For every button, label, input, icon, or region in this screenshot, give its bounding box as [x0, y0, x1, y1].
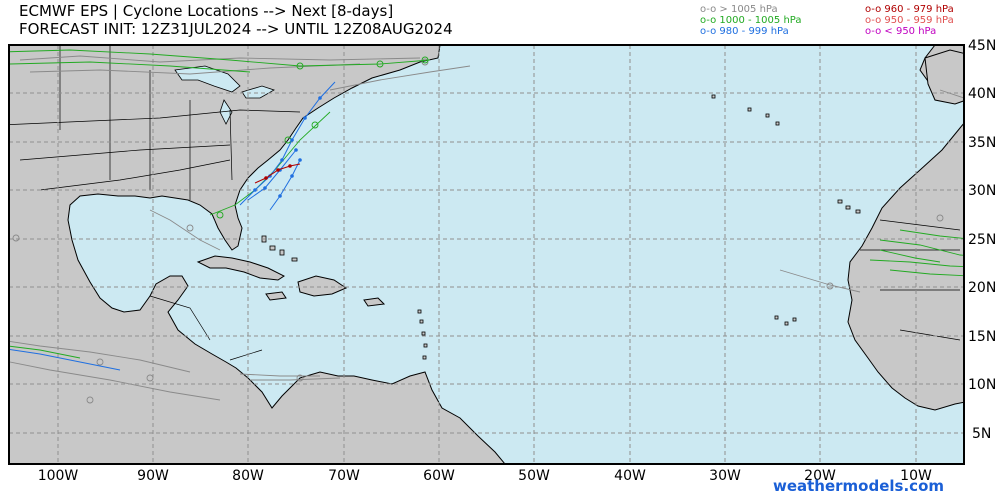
lat-label-20n: 20N [968, 280, 996, 296]
map-title: ECMWF EPS | Cyclone Locations --> Next [… [19, 2, 394, 20]
tracks-gt-1005 [9, 55, 964, 401]
lon-label-60w: 60W [423, 468, 455, 484]
lon-label-10w: 10W [900, 468, 932, 484]
iberia-land [924, 49, 964, 105]
tracks-980-999 [9, 81, 336, 371]
legend-item-960-979: o-o 960 - 979 hPa [865, 4, 954, 15]
atlantic-islands [711, 94, 861, 326]
legend-item-980-999: o-o 980 - 999 hPa [700, 26, 789, 37]
brand-watermark[interactable]: weathermodels.com [772, 477, 944, 495]
lon-label-30w: 30W [709, 468, 741, 484]
tracks-1000-1005 [9, 49, 964, 359]
legend-item-below-950: o-o < 950 hPa [865, 26, 937, 37]
lon-label-50w: 50W [518, 468, 550, 484]
great-lakes [174, 65, 275, 125]
green-track-markers [216, 56, 429, 219]
hispaniola [297, 275, 348, 297]
legend-item-1000-1005: o-o 1000 - 1005 hPa [700, 15, 802, 26]
grey-track-markers [12, 58, 944, 404]
legend-item-950-959: o-o 950 - 959 hPa [865, 15, 954, 26]
lat-label-30n: 30N [968, 183, 996, 199]
lat-label-25n: 25N [968, 232, 996, 248]
lat-label-35n: 35N [968, 135, 996, 151]
jamaica [265, 291, 287, 301]
lat-label-15n: 15N [968, 329, 996, 345]
longitude-labels: 100W 90W 80W 70W 60W 50W 40W 30W 20W 10W [38, 468, 932, 484]
lon-label-90w: 90W [137, 468, 169, 484]
political-borders [9, 45, 961, 361]
cuba [196, 255, 285, 281]
gulf-of-mexico [78, 198, 220, 306]
lat-label-40n: 40N [968, 86, 996, 102]
red-track-markers [264, 164, 292, 180]
puerto-rico [363, 297, 386, 307]
lat-label-10n: 10N [968, 377, 996, 393]
map-frame [8, 44, 965, 465]
lon-label-20w: 20W [804, 468, 836, 484]
bahamas [261, 235, 298, 262]
lat-label-45n: 45N [968, 38, 996, 54]
lat-lon-grid [9, 45, 964, 464]
lon-label-100w: 100W [38, 468, 79, 484]
lon-label-40w: 40W [614, 468, 646, 484]
lon-label-80w: 80W [232, 468, 264, 484]
lon-label-70w: 70W [328, 468, 360, 484]
forecast-init-range: FORECAST INIT: 12Z31JUL2024 --> UNTIL 12… [19, 20, 453, 38]
lesser-antilles [417, 309, 428, 360]
latitude-labels: 45N 40N 35N 30N 25N 20N 15N 10N 5N [968, 38, 996, 442]
legend-item-above-1005: o-o > 1005 hPa [700, 4, 778, 15]
lat-label-5n: 5N [972, 426, 991, 442]
